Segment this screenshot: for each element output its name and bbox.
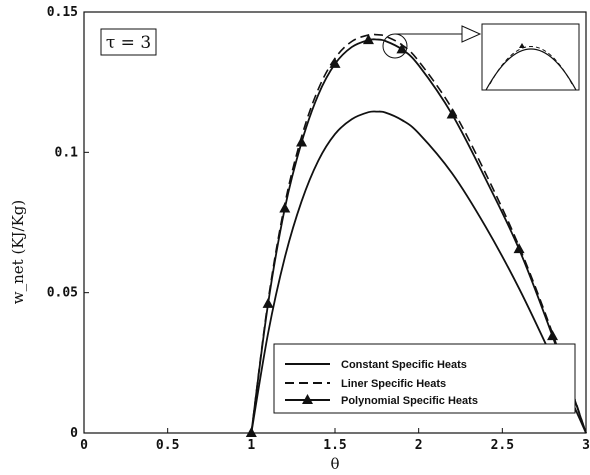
tau-annotation: τ = 3 bbox=[100, 28, 157, 56]
y-tick-label: 0.1 bbox=[55, 145, 79, 160]
legend-box bbox=[273, 343, 576, 414]
series-marker bbox=[245, 427, 257, 437]
series-marker bbox=[329, 57, 341, 68]
series-marker bbox=[262, 297, 274, 308]
x-tick-label: 1 bbox=[247, 438, 255, 453]
zoom-inset bbox=[481, 23, 580, 91]
zoom-callout bbox=[382, 23, 580, 91]
ticks-layer: 0 0.5 1 1.5 2 2.5 3 0 0.05 0.1 0.15 bbox=[47, 5, 590, 453]
zoom-inset-marker bbox=[519, 43, 525, 48]
series-marker bbox=[362, 34, 374, 45]
x-tick-label: 0.5 bbox=[156, 438, 179, 453]
y-tick-label: 0.15 bbox=[47, 5, 78, 20]
series-line-2 bbox=[250, 38, 587, 434]
x-axis-label: θ bbox=[330, 455, 339, 473]
series-marker bbox=[279, 202, 291, 213]
series-line-0 bbox=[250, 110, 587, 434]
y-tick-label: 0 bbox=[70, 426, 78, 441]
legend-marker-polynomial bbox=[302, 394, 313, 404]
x-tick-label: 3 bbox=[582, 438, 590, 453]
legend: Constant Specific Heats Liner Specific H… bbox=[273, 343, 576, 414]
x-tick-label: 1.5 bbox=[323, 438, 346, 453]
x-tick-label: 0 bbox=[80, 438, 88, 453]
legend-label-polynomial: Polynomial Specific Heats bbox=[341, 395, 478, 407]
series-line-1 bbox=[250, 33, 587, 434]
zoom-inset-frame bbox=[481, 23, 580, 91]
legend-label-constant: Constant Specific Heats bbox=[341, 359, 467, 371]
series-marker bbox=[513, 243, 525, 254]
tau-annotation-text: τ = 3 bbox=[106, 33, 151, 53]
series-marker bbox=[446, 108, 458, 119]
legend-label-liner: Liner Specific Heats bbox=[341, 378, 446, 390]
series-layer bbox=[245, 33, 587, 437]
y-axis-label: w_net (KJ/Kg) bbox=[9, 200, 27, 304]
tau-annotation-box bbox=[100, 28, 157, 56]
zoom-inset-curve-polynomial bbox=[485, 48, 577, 91]
x-tick-label: 2.5 bbox=[491, 438, 514, 453]
series-marker bbox=[296, 136, 308, 147]
series-marker bbox=[547, 330, 559, 341]
x-tick-label: 2 bbox=[415, 438, 423, 453]
series-marker bbox=[396, 43, 408, 54]
zoom-callout-arrowhead bbox=[461, 25, 482, 43]
y-tick-label: 0.05 bbox=[47, 286, 78, 301]
